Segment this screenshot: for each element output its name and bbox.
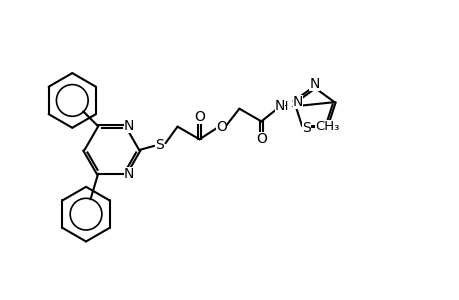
Text: S: S: [302, 121, 310, 135]
Text: N: N: [292, 95, 302, 109]
Text: N: N: [274, 99, 284, 113]
Text: N: N: [123, 119, 134, 133]
Text: H: H: [278, 100, 287, 113]
Text: N: N: [308, 77, 319, 91]
Text: O: O: [194, 110, 205, 124]
Text: N: N: [123, 167, 134, 181]
Text: O: O: [255, 132, 266, 146]
Text: S: S: [155, 137, 164, 152]
Text: CH₃: CH₃: [314, 120, 339, 133]
Text: O: O: [216, 120, 226, 134]
